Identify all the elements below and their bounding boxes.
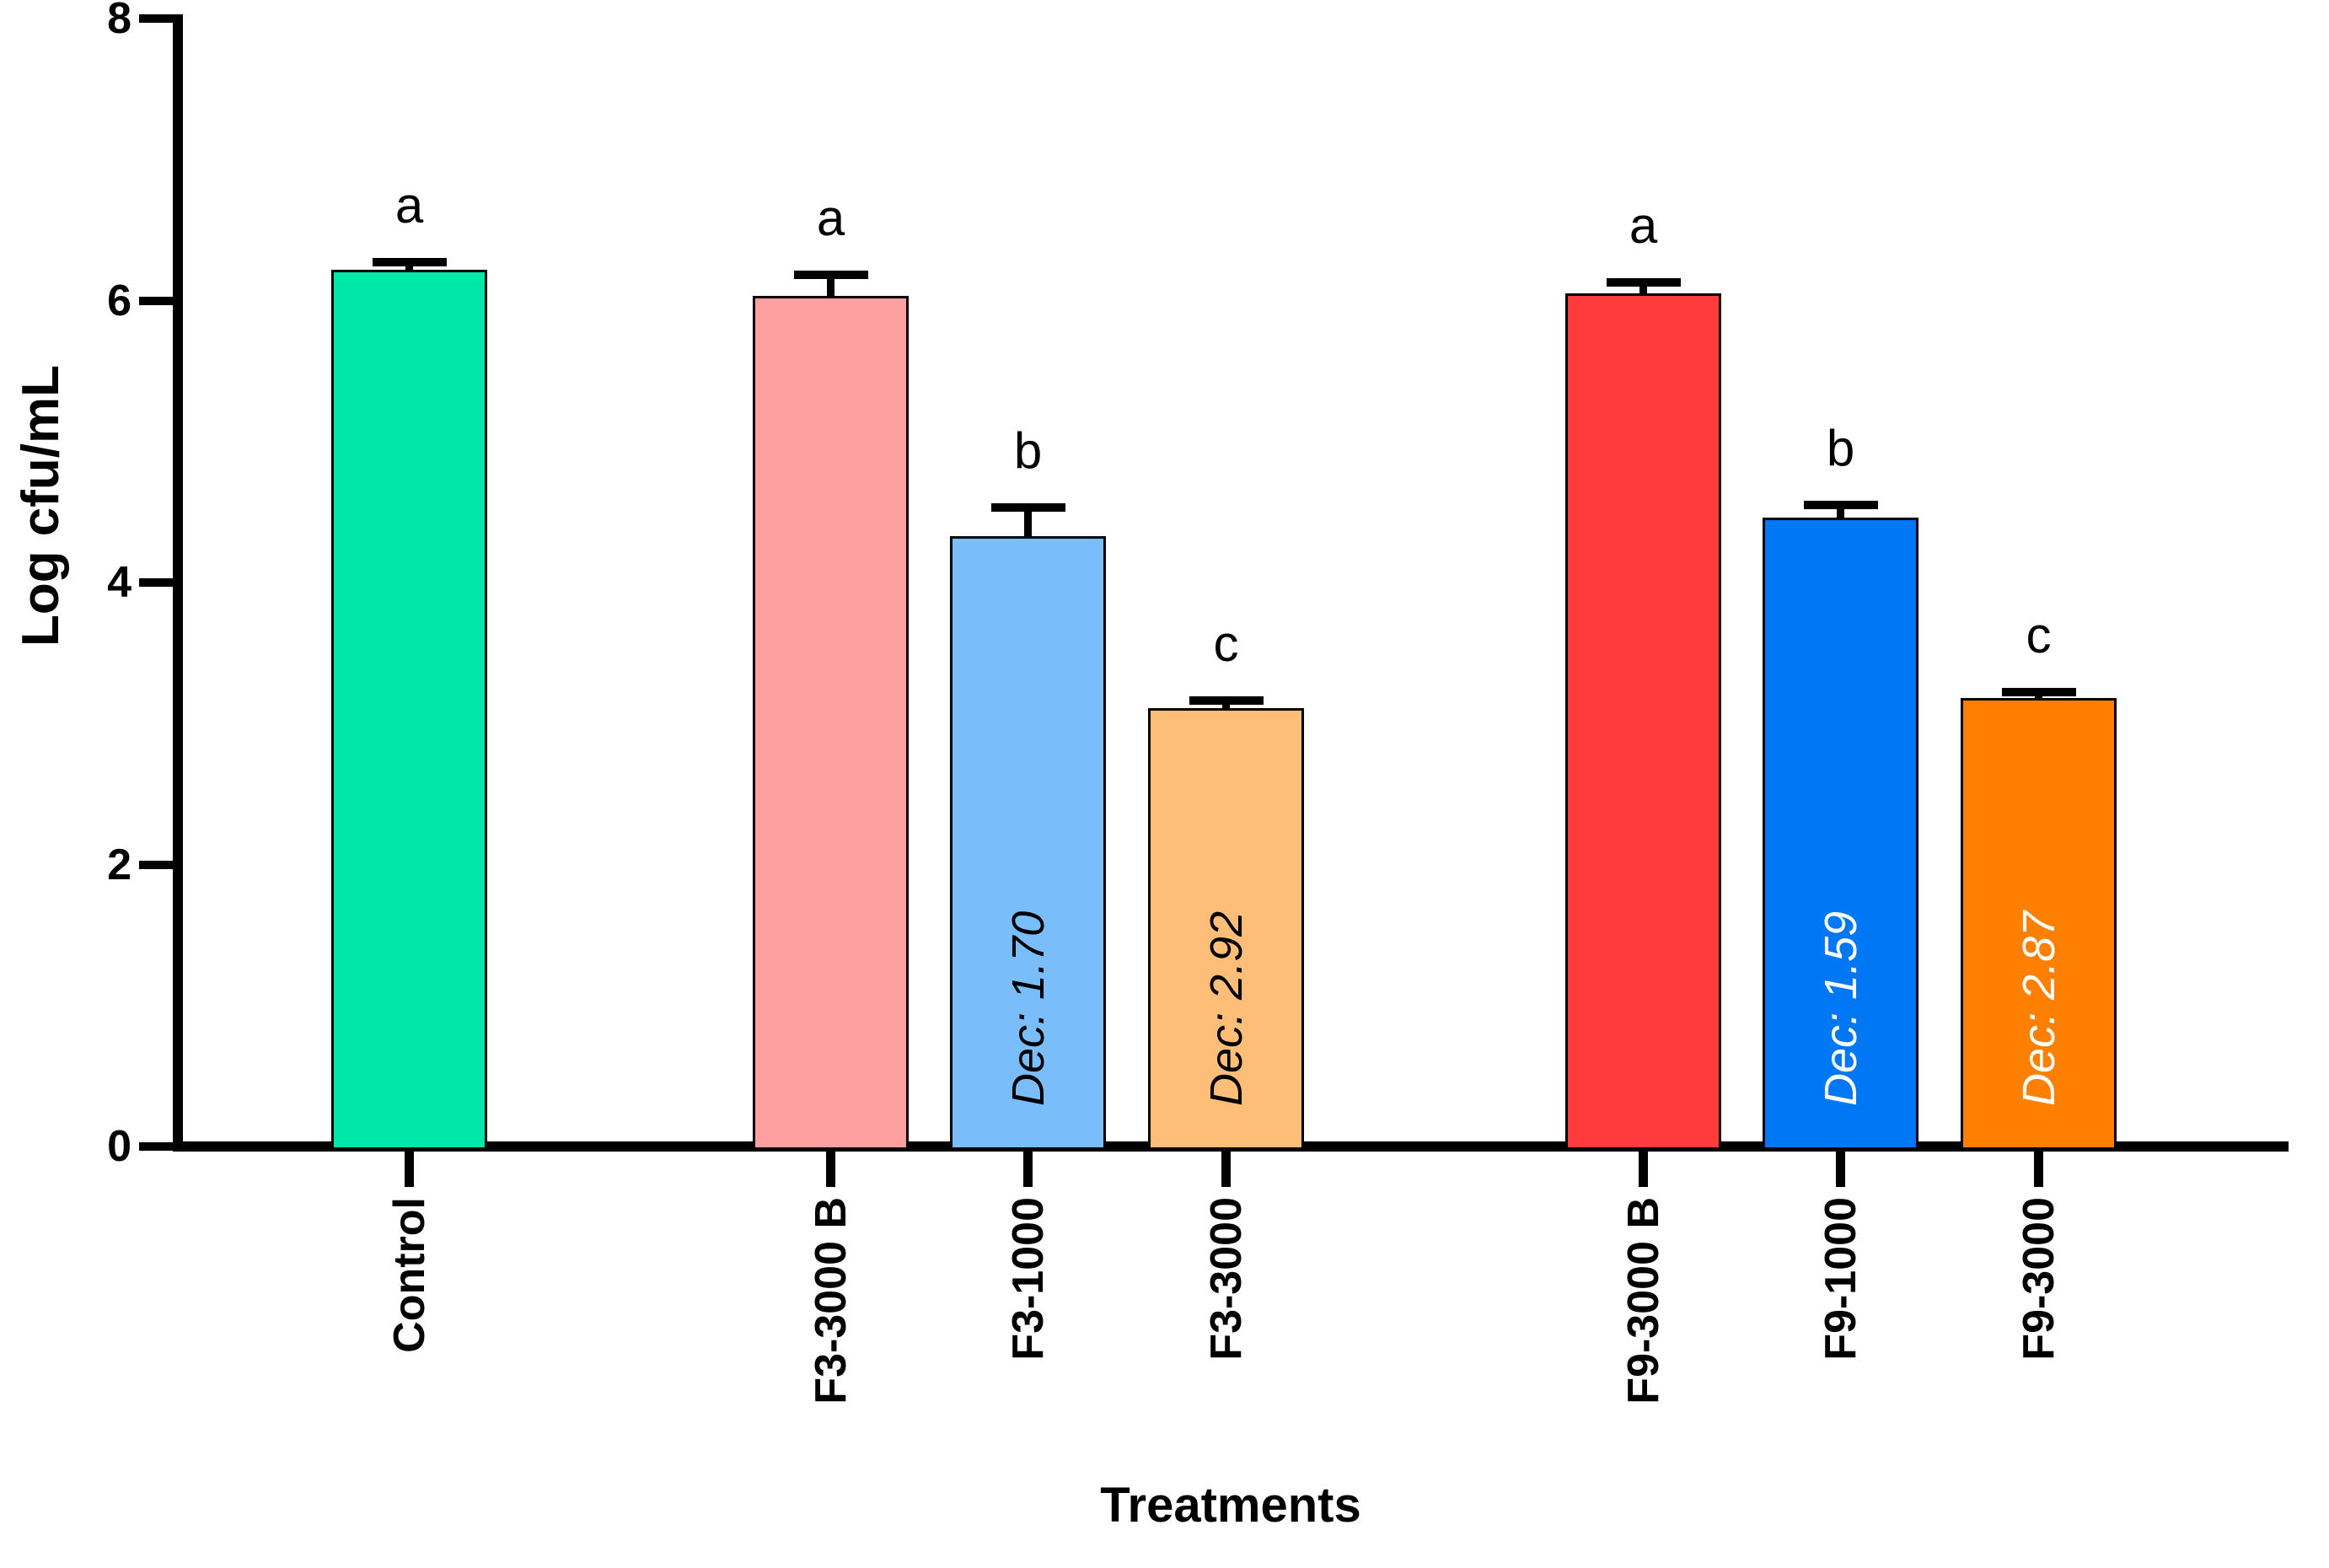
bar-annotation-text: Dec: 2.92 <box>1200 910 1252 1106</box>
x-axis-tick <box>405 1152 414 1187</box>
y-axis-tick-label: 4 <box>107 558 131 607</box>
x-category-label-text: F9-1000 <box>1816 1197 1865 1361</box>
bar-f9-3000 <box>1961 698 2117 1150</box>
y-axis-line <box>173 14 183 1152</box>
y-axis-tick-label: 8 <box>107 0 131 43</box>
x-axis-tick <box>826 1152 835 1187</box>
significance-letter: b <box>1013 422 1043 480</box>
bar-annotation-text: Dec: 2.87 <box>2013 910 2064 1106</box>
error-bar-cap <box>1189 696 1264 706</box>
bar-control <box>331 269 487 1150</box>
significance-letter: b <box>1826 420 1855 476</box>
x-category-label: F9-1000 <box>1812 1197 1976 1361</box>
x-category-label: F9-3000 B <box>1615 1197 1822 1404</box>
significance-letter: c <box>1213 615 1239 673</box>
x-category-label-text: F9-3000 B <box>1618 1197 1668 1404</box>
error-bar-line <box>827 275 834 297</box>
bar-f3-1000 <box>950 535 1106 1150</box>
bar-annotation-text: Dec: 1.70 <box>1002 910 1054 1106</box>
y-axis-tick <box>139 14 173 23</box>
error-bar-cap <box>372 258 447 267</box>
x-category-label: F3-1000 <box>1000 1197 1163 1361</box>
bar-f9-3000-b <box>1565 293 1721 1150</box>
bar-f3-3000 <box>1148 707 1304 1150</box>
significance-letter: a <box>1629 196 1658 254</box>
y-axis-tick-label: 2 <box>107 840 131 889</box>
x-axis-tick <box>1639 1152 1648 1187</box>
x-axis-tick <box>1836 1152 1845 1187</box>
y-axis-tick <box>139 296 173 305</box>
bar-annotation-text: Dec: 1.59 <box>1815 910 1866 1106</box>
y-axis-tick <box>139 1142 173 1151</box>
y-axis-tick-label: 0 <box>107 1122 131 1171</box>
significance-letter: a <box>394 177 424 234</box>
x-axis-title: Treatments <box>1100 1478 1361 1533</box>
x-axis-tick <box>2034 1152 2043 1187</box>
y-axis-tick <box>139 860 173 869</box>
y-axis-tick <box>139 578 173 587</box>
error-bar-cap <box>2001 688 2076 697</box>
error-bar-line <box>1024 507 1032 536</box>
x-category-label-text: F3-3000 B <box>806 1197 856 1404</box>
error-bar-line <box>1639 282 1647 294</box>
bar-f3-3000-b <box>753 296 909 1150</box>
error-bar-cap <box>1803 501 1878 509</box>
x-category-label-text: F3-1000 <box>1003 1197 1053 1361</box>
significance-letter: a <box>816 190 845 247</box>
error-bar-cap <box>793 271 868 280</box>
significance-letter: c <box>2026 607 2052 664</box>
error-bar-cap <box>1606 277 1681 287</box>
x-category-label-text: F9-3000 <box>2014 1197 2063 1361</box>
bar-f9-1000 <box>1763 518 1918 1150</box>
x-category-label-text: Control <box>384 1197 434 1353</box>
bar-annotation: Dec: 2.87 <box>2014 911 2208 1157</box>
x-axis-tick <box>1023 1152 1033 1187</box>
x-category-label: F3-3000 B <box>802 1197 1010 1404</box>
x-category-label-text: F3-3000 <box>1201 1197 1251 1361</box>
x-axis-tick <box>1221 1152 1231 1187</box>
x-category-label: Control <box>381 1197 537 1353</box>
y-axis-tick-label: 6 <box>107 276 131 325</box>
error-bar-line <box>1837 505 1844 518</box>
error-bar-cap <box>990 503 1065 513</box>
x-category-label: F3-3000 <box>1198 1197 1361 1361</box>
bar-annotation: Dec: 2.92 <box>1201 911 1396 1157</box>
x-category-label: F9-3000 <box>2010 1197 2174 1361</box>
